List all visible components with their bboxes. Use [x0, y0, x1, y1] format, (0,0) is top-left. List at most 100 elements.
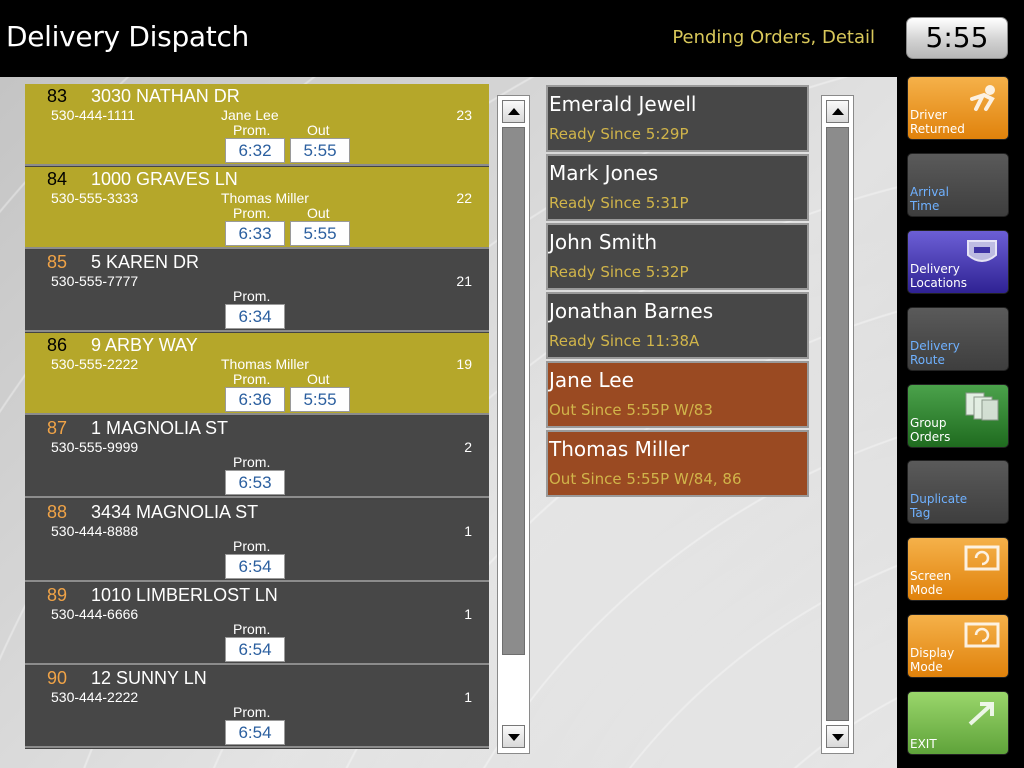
button-label: Delivery Locations [910, 262, 968, 290]
driver-card[interactable]: Jane Lee Out Since 5:55P W/83 [546, 361, 809, 428]
order-row[interactable]: 89 1010 LIMBERLOST LN 530-444-6666 1 Prom. 6:… [25, 583, 489, 665]
out-time: 5:55 [290, 387, 350, 412]
driver-status: Out Since 5:55P W/84, 86 [549, 470, 742, 488]
promised-label: Prom. [233, 454, 271, 470]
order-number: 85 [47, 252, 68, 272]
order-number: 86 [47, 335, 68, 355]
order-count: 21 [456, 273, 472, 289]
order-address: 3434 MAGNOLIA ST [91, 502, 259, 522]
order-address: 5 KAREN DR [91, 252, 200, 272]
exit-arrow-icon [962, 698, 1002, 730]
order-address: 1010 LIMBERLOST LN [91, 585, 278, 605]
promised-time: 6:36 [225, 387, 285, 412]
promised-time: 6:54 [225, 554, 285, 579]
order-number: 89 [47, 585, 68, 605]
monitor-refresh-icon [962, 621, 1002, 653]
promised-time: 6:32 [225, 138, 285, 163]
arrival-time-button[interactable]: Arrival Time [907, 153, 1009, 217]
button-label: Arrival Time [910, 185, 949, 213]
button-label: Delivery Route [910, 339, 960, 367]
order-number: 84 [47, 169, 68, 189]
highway-sign-icon [962, 237, 1002, 269]
order-row[interactable]: 87 1 MAGNOLIA ST 530-555-9999 2 Prom. 6:53 [25, 416, 489, 498]
order-row[interactable]: 83 3030 NATHAN DR 530-444-1111 Jane Lee 23 Pr… [25, 84, 489, 166]
chevron-down-icon [832, 734, 844, 741]
screen-mode-button[interactable]: Screen Mode [907, 537, 1009, 601]
order-row[interactable]: 84 1000 GRAVES LN 530-555-3333 Thomas Mille… [25, 167, 489, 249]
order-count: 1 [464, 523, 472, 539]
order-address: 12 SUNNY LN [91, 668, 207, 688]
driver-card[interactable]: John Smith Ready Since 5:32P [546, 223, 809, 290]
delivery-locations-button[interactable]: Delivery Locations [907, 230, 1009, 294]
promised-time: 6:33 [225, 221, 285, 246]
orders-scrollbar[interactable] [497, 95, 530, 754]
scroll-up-button[interactable] [826, 100, 849, 123]
promised-label: Prom. [233, 538, 271, 554]
order-count: 1 [464, 689, 472, 705]
button-label: Display Mode [910, 646, 955, 674]
drivers-scrollbar[interactable] [821, 95, 854, 754]
promised-label: Prom. [233, 621, 271, 637]
order-address: 1 MAGNOLIA ST [91, 418, 229, 438]
promised-label: Prom. [233, 122, 271, 138]
driver-returned-button[interactable]: Driver Returned [907, 76, 1009, 140]
order-address: 9 ARBY WAY [91, 335, 198, 355]
order-count: 19 [456, 356, 472, 372]
scroll-thumb[interactable] [826, 127, 849, 721]
monitor-refresh-icon [962, 544, 1002, 576]
duplicate-tag-button[interactable]: Duplicate Tag [907, 460, 1009, 524]
promised-time: 6:53 [225, 470, 285, 495]
promised-label: Prom. [233, 371, 271, 387]
order-phone: 530-555-3333 [51, 190, 139, 206]
driver-status: Ready Since 5:32P [549, 263, 689, 281]
order-number: 87 [47, 418, 68, 438]
order-phone: 530-555-2222 [51, 356, 139, 372]
display-mode-button[interactable]: Display Mode [907, 614, 1009, 678]
chevron-up-icon [508, 108, 520, 115]
order-driver: Thomas Miller [221, 356, 309, 372]
order-address: 3030 NATHAN DR [91, 86, 240, 106]
order-phone: 530-555-7777 [51, 273, 139, 289]
order-phone: 530-444-8888 [51, 523, 139, 539]
driver-card[interactable]: Emerald Jewell Ready Since 5:29P [546, 85, 809, 152]
driver-name: Jonathan Barnes [549, 299, 714, 323]
button-label: Group Orders [910, 416, 951, 444]
driver-name: Mark Jones [549, 161, 659, 185]
driver-name: Emerald Jewell [549, 92, 697, 116]
driver-status: Ready Since 11:38A [549, 332, 700, 350]
order-phone: 530-444-2222 [51, 689, 139, 705]
chevron-up-icon [832, 108, 844, 115]
promised-time: 6:54 [225, 637, 285, 662]
title-bar: Delivery Dispatch Pending Orders, Detail… [0, 0, 1024, 77]
out-label: Out [307, 122, 330, 138]
order-row[interactable]: 90 12 SUNNY LN 530-444-2222 1 Prom. 6:54 [25, 666, 489, 748]
scroll-thumb[interactable] [502, 127, 525, 655]
button-label: EXIT [910, 737, 937, 751]
scroll-down-button[interactable] [826, 725, 849, 748]
order-phone: 530-444-6666 [51, 606, 139, 622]
order-row[interactable]: 88 3434 MAGNOLIA ST 530-444-8888 1 Prom. 6:54 [25, 500, 489, 582]
order-count: 1 [464, 606, 472, 622]
order-phone: 530-444-1111 [51, 107, 136, 123]
driver-status: Out Since 5:55P W/83 [549, 401, 713, 419]
out-label: Out [307, 371, 330, 387]
clock-display: 5:55 [906, 17, 1008, 59]
driver-card[interactable]: Jonathan Barnes Ready Since 11:38A [546, 292, 809, 359]
driver-name: John Smith [549, 230, 658, 254]
delivery-route-button[interactable]: Delivery Route [907, 307, 1009, 371]
button-label: Screen Mode [910, 569, 952, 597]
scroll-up-button[interactable] [502, 100, 525, 123]
order-row[interactable]: 85 5 KAREN DR 530-555-7777 21 Prom. 6:34 [25, 250, 489, 332]
driver-name: Jane Lee [549, 368, 634, 392]
driver-name: Thomas Miller [549, 437, 690, 461]
order-count: 2 [464, 439, 472, 455]
driver-card[interactable]: Mark Jones Ready Since 5:31P [546, 154, 809, 221]
order-row[interactable]: 86 9 ARBY WAY 530-555-2222 Thomas Miller 19 P… [25, 333, 489, 415]
driver-card[interactable]: Thomas Miller Out Since 5:55P W/84, 86 [546, 430, 809, 497]
promised-label: Prom. [233, 205, 271, 221]
button-label: Driver Returned [910, 108, 965, 136]
group-orders-button[interactable]: Group Orders [907, 384, 1009, 448]
scroll-down-button[interactable] [502, 725, 525, 748]
order-driver: Jane Lee [221, 107, 279, 123]
exit-button[interactable]: EXIT [907, 691, 1009, 755]
